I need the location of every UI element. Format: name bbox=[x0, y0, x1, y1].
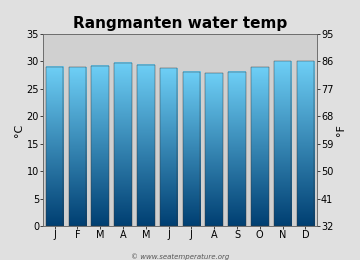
Bar bbox=[183, 72, 200, 226]
Bar bbox=[68, 67, 86, 226]
Bar bbox=[137, 64, 155, 226]
Bar bbox=[297, 61, 314, 226]
Y-axis label: °F: °F bbox=[336, 124, 346, 136]
Bar bbox=[91, 66, 109, 226]
Bar bbox=[160, 68, 177, 226]
Bar bbox=[228, 72, 246, 226]
Bar bbox=[251, 67, 269, 226]
Bar bbox=[46, 67, 63, 226]
Title: Rangmanten water temp: Rangmanten water temp bbox=[73, 16, 287, 31]
Bar bbox=[114, 63, 132, 226]
Text: © www.seatemperature.org: © www.seatemperature.org bbox=[131, 253, 229, 260]
Bar bbox=[274, 61, 292, 226]
Bar bbox=[205, 73, 223, 226]
Y-axis label: °C: °C bbox=[14, 124, 24, 136]
